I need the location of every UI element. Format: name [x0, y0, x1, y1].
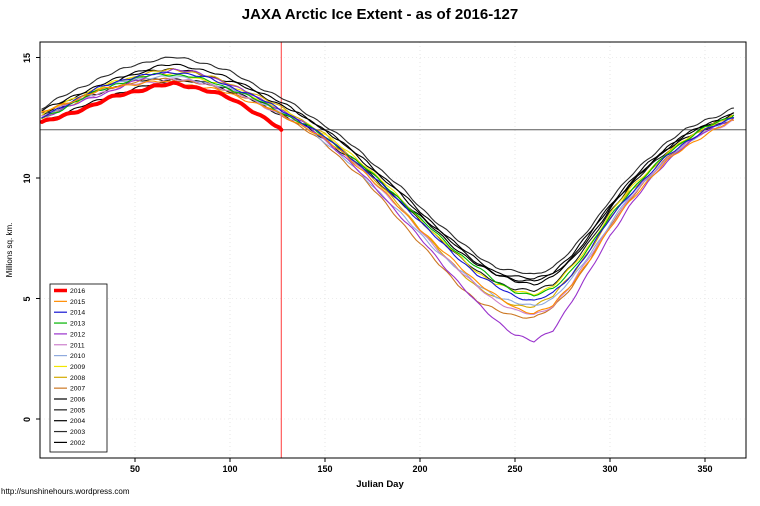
- y-tick-label: 0: [22, 417, 32, 422]
- legend-item-2014: 2014: [70, 310, 85, 317]
- legend-item-2007: 2007: [70, 386, 85, 393]
- x-tick-label: 50: [130, 464, 140, 474]
- legend-item-2004: 2004: [70, 418, 85, 425]
- x-tick-label: 250: [507, 464, 522, 474]
- legend-item-2008: 2008: [70, 375, 85, 382]
- x-tick-label: 100: [222, 464, 237, 474]
- legend-item-2016: 2016: [70, 288, 85, 295]
- legend-item-2009: 2009: [70, 364, 85, 371]
- y-axis-label: Millions sq. km.: [5, 223, 14, 278]
- legend-item-2003: 2003: [70, 429, 85, 436]
- x-tick-label: 200: [412, 464, 427, 474]
- legend-item-2005: 2005: [70, 407, 85, 414]
- y-tick-label: 10: [22, 173, 32, 183]
- x-tick-label: 300: [602, 464, 617, 474]
- x-tick-label: 350: [697, 464, 712, 474]
- series-2003-line: [41, 56, 735, 275]
- legend-item-2010: 2010: [70, 353, 85, 360]
- x-tick-label: 150: [317, 464, 332, 474]
- y-tick-label: 5: [22, 296, 32, 301]
- x-axis-label: Julian Day: [356, 479, 404, 490]
- y-tick-label: 15: [22, 53, 32, 63]
- series-2015-line: [41, 80, 735, 315]
- series-2016-line: [39, 80, 284, 132]
- series-2004-line: [41, 68, 735, 280]
- legend-item-2013: 2013: [70, 321, 85, 328]
- series-2014-line: [41, 71, 735, 301]
- chart-title: JAXA Arctic Ice Extent - as of 2016-127: [241, 6, 519, 23]
- series-2002-line: [41, 63, 735, 286]
- legend-item-2011: 2011: [70, 342, 85, 349]
- series-2011-line: [41, 78, 735, 315]
- legend-item-2015: 2015: [70, 299, 85, 306]
- plot-border: [39, 41, 747, 459]
- legend-item-2012: 2012: [70, 331, 85, 338]
- legend-item-2002: 2002: [70, 440, 85, 447]
- legend-item-2006: 2006: [70, 397, 85, 404]
- source-url: http://sunshinehours.wordpress.com: [1, 487, 130, 496]
